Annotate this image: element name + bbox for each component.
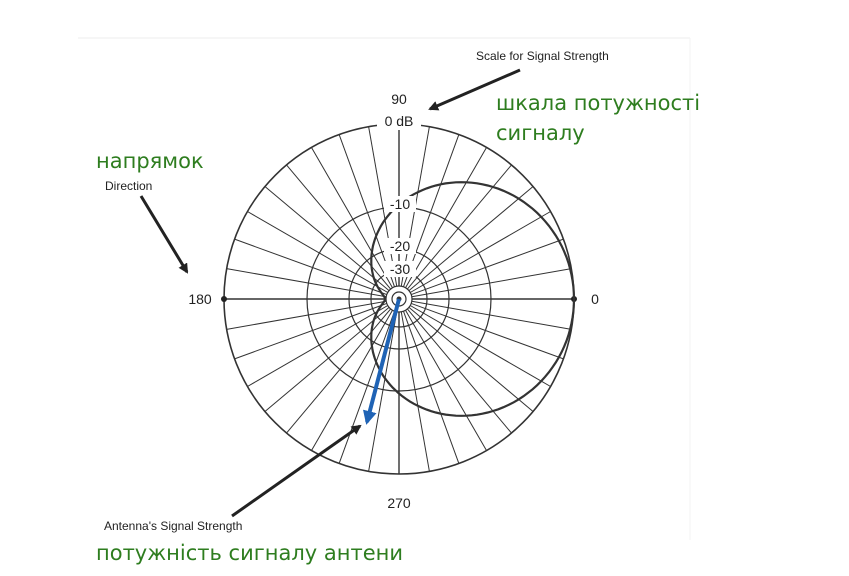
antenna-label-en: Antenna's Signal Strength	[104, 519, 242, 533]
spoke-line	[368, 126, 398, 287]
spoke-line	[264, 186, 390, 292]
scale-label-uk-line1: шкала потужності	[496, 91, 700, 115]
angle-270: 270	[387, 495, 411, 511]
spoke-line	[408, 186, 534, 292]
axis-dot-180	[221, 296, 227, 302]
spoke-line	[226, 300, 387, 330]
polar-spokes	[224, 124, 574, 474]
signal-strength-vector	[362, 298, 401, 425]
spoke-line	[286, 308, 392, 434]
spoke-line	[311, 310, 393, 451]
spoke-line	[338, 311, 396, 464]
spoke-line	[264, 306, 390, 412]
spoke-line	[405, 310, 487, 451]
scale-minus20: -20	[390, 238, 410, 254]
angle-90: 90	[391, 91, 407, 107]
scale-minus30: -30	[390, 261, 410, 277]
antenna-arrow	[231, 424, 362, 518]
scale-label-uk-line2: сигналу	[496, 121, 585, 145]
spoke-line	[410, 211, 551, 293]
spoke-line	[400, 311, 430, 472]
spoke-line	[247, 211, 388, 293]
spoke-line	[411, 268, 572, 298]
radiation-pattern	[370, 181, 576, 417]
spoke-line	[406, 308, 512, 434]
angle-180: 180	[188, 291, 212, 307]
spoke-line	[247, 305, 388, 387]
scale-label-en: Scale for Signal Strength	[476, 49, 609, 63]
spoke-line	[411, 300, 572, 330]
scale-minus10: -10	[390, 196, 410, 212]
spoke-line	[311, 147, 393, 288]
spoke-line	[286, 164, 392, 290]
spoke-line	[405, 147, 487, 288]
spoke-line	[226, 268, 387, 298]
spoke-line	[411, 302, 564, 360]
direction-label-en: Direction	[105, 179, 152, 193]
spoke-line	[234, 302, 387, 360]
spoke-line	[234, 238, 387, 296]
antenna-label-uk: потужність сигналу антени	[96, 541, 403, 565]
spoke-line	[408, 306, 534, 412]
spoke-line	[410, 305, 551, 387]
scale-0db: 0 dB	[385, 113, 414, 129]
scale-0db-bg	[377, 112, 421, 130]
scale-10-bg	[384, 196, 416, 212]
scale-20-bg	[384, 238, 416, 254]
spoke-line	[406, 164, 512, 290]
spoke-line	[411, 238, 564, 296]
scale-arrow	[428, 68, 521, 111]
angle-0: 0	[591, 291, 599, 307]
direction-label-uk: напрямок	[96, 149, 204, 173]
scale-30-bg	[384, 261, 416, 277]
spoke-line	[368, 311, 398, 472]
spoke-line	[402, 311, 460, 464]
direction-arrow	[139, 195, 189, 274]
